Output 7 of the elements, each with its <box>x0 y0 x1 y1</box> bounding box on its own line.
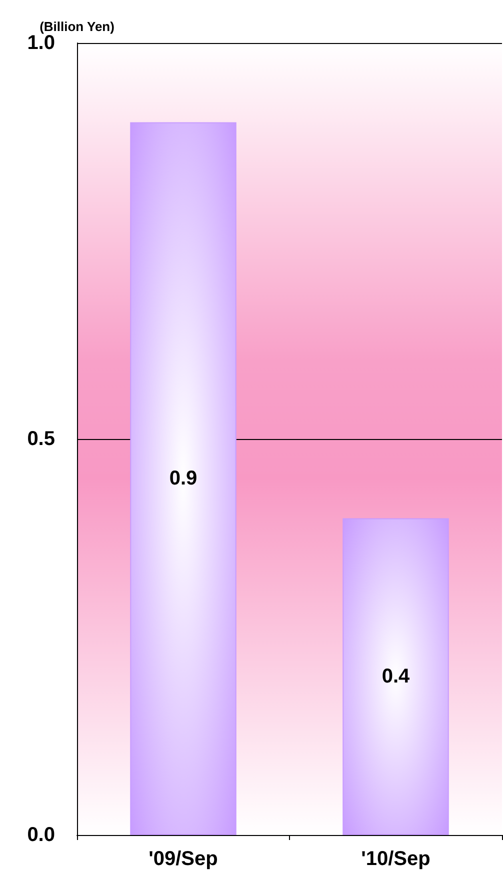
y-tick-label: 0.5 <box>27 428 55 450</box>
data-label: 0.4 <box>382 666 411 688</box>
x-tick-label: '10/Sep <box>361 848 430 870</box>
y-tick-label: 0.0 <box>27 824 55 846</box>
data-label: 0.9 <box>169 468 198 490</box>
y-axis-title: (Billion Yen) <box>40 19 114 34</box>
x-tick-label: '09/Sep <box>148 848 218 870</box>
